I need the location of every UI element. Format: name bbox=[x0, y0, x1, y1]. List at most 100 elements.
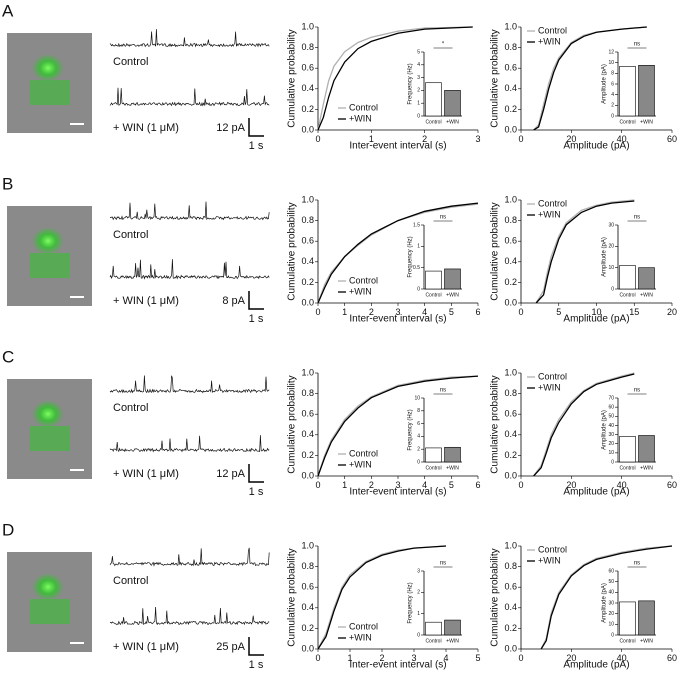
y-tick-label: 0 bbox=[417, 113, 420, 119]
x-tick-label: 0 bbox=[315, 134, 320, 144]
x-tick-label: 5 bbox=[556, 307, 561, 317]
y-tick-label: 1 bbox=[417, 244, 420, 250]
y-tick-label: 20 bbox=[608, 244, 614, 250]
y-tick-label: 0 bbox=[417, 286, 420, 292]
x-tick-label: Control bbox=[425, 292, 441, 298]
bar bbox=[638, 435, 655, 463]
x-axis-label: Inter-event interval (s) bbox=[349, 487, 446, 498]
x-tick-label: Control bbox=[619, 119, 635, 125]
x-tick-label: 6 bbox=[475, 307, 480, 317]
x-tick-label: 0 bbox=[518, 653, 523, 663]
x-axis-label: Amplitude (pA) bbox=[563, 487, 629, 498]
current-trace bbox=[109, 29, 270, 48]
y-tick-label: 20 bbox=[608, 611, 614, 617]
y-axis-label: Amplitude (pA) bbox=[602, 410, 608, 450]
bar bbox=[425, 270, 442, 290]
trace-label: + WIN (1 μM) bbox=[113, 468, 179, 480]
y-tick-label: 2 bbox=[417, 590, 420, 596]
y-tick-label: 0.0 bbox=[301, 643, 314, 653]
y-axis-label: Frequency (Hz) bbox=[408, 63, 414, 104]
x-tick-label: 3 bbox=[475, 134, 480, 144]
x-tick-label: 0 bbox=[518, 480, 523, 490]
scale-bar-x: 1 s bbox=[249, 486, 264, 498]
significance-label: ns bbox=[440, 215, 446, 221]
x-tick-label: 60 bbox=[667, 134, 677, 144]
x-tick-label: 2 bbox=[379, 653, 384, 663]
x-tick-label: 5 bbox=[449, 307, 454, 317]
legend-label: +WIN bbox=[538, 209, 561, 219]
y-tick-label: 1.0 bbox=[504, 21, 517, 31]
cdf-line bbox=[317, 202, 479, 304]
y-axis-label: Cumulative probability bbox=[287, 202, 298, 300]
x-tick-label: 0 bbox=[315, 480, 320, 490]
y-tick-label: 0.2 bbox=[504, 277, 517, 287]
legend-label: Control bbox=[538, 544, 567, 554]
x-tick-label: 20 bbox=[566, 134, 576, 144]
x-tick-label: Control bbox=[619, 638, 635, 644]
trace-label: Control bbox=[113, 575, 148, 587]
y-tick-label: 3 bbox=[417, 568, 420, 574]
x-tick-label: 1 bbox=[347, 653, 352, 663]
y-axis-label: Amplitude (pA) bbox=[602, 583, 608, 623]
y-tick-label: 0.2 bbox=[301, 623, 314, 633]
cdf-line bbox=[535, 200, 635, 304]
x-tick-label: +WIN bbox=[446, 119, 459, 125]
x-tick-label: 6 bbox=[475, 480, 480, 490]
y-tick-label: 0.6 bbox=[301, 236, 314, 246]
y-tick-label: 1.0 bbox=[504, 194, 517, 204]
cdf-line bbox=[317, 545, 447, 650]
bar bbox=[444, 619, 461, 636]
y-tick-label: 0.0 bbox=[504, 643, 517, 653]
x-tick-label: 10 bbox=[591, 307, 601, 317]
scale-bar-y: 12 pA bbox=[216, 122, 245, 134]
y-tick-label: 6 bbox=[611, 81, 614, 87]
y-tick-label: 2 bbox=[417, 88, 420, 94]
legend-label: +WIN bbox=[349, 459, 372, 469]
y-tick-label: 0.4 bbox=[504, 256, 517, 266]
x-tick-label: +WIN bbox=[640, 119, 653, 125]
y-tick-label: 0.4 bbox=[301, 429, 314, 439]
scale-bar-y: 8 pA bbox=[222, 295, 245, 307]
scale-bar-y: 25 pA bbox=[216, 641, 245, 653]
y-tick-label: 0.8 bbox=[301, 215, 314, 225]
panel-label: C bbox=[2, 347, 14, 366]
bar bbox=[638, 267, 655, 290]
y-tick-label: 2 bbox=[417, 447, 420, 453]
x-axis-label: Amplitude (pA) bbox=[563, 314, 629, 325]
bar bbox=[444, 90, 461, 117]
y-tick-label: 50 bbox=[608, 414, 614, 420]
scale-bar bbox=[248, 637, 264, 656]
y-tick-label: 8 bbox=[611, 71, 614, 77]
y-axis-label: Cumulative probability bbox=[287, 375, 298, 473]
x-tick-label: 0 bbox=[518, 307, 523, 317]
significance-label: ns bbox=[440, 388, 446, 394]
significance-label: ns bbox=[634, 561, 640, 567]
current-trace bbox=[109, 201, 270, 221]
x-tick-label: 3 bbox=[395, 480, 400, 490]
y-axis-label: Cumulative probability bbox=[490, 548, 501, 646]
cell-body bbox=[32, 227, 64, 255]
legend-label: Control bbox=[349, 448, 378, 458]
y-axis-label: Cumulative probability bbox=[490, 29, 501, 127]
x-tick-label: 1 bbox=[342, 307, 347, 317]
x-tick-label: 40 bbox=[617, 134, 627, 144]
y-tick-label: 4 bbox=[417, 62, 420, 68]
cdf-line bbox=[317, 375, 479, 477]
legend-label: +WIN bbox=[538, 382, 561, 392]
y-tick-label: 2 bbox=[611, 103, 614, 109]
x-tick-label: Control bbox=[425, 638, 441, 644]
y-tick-label: 0.0 bbox=[504, 297, 517, 307]
x-tick-label: 0 bbox=[518, 134, 523, 144]
y-tick-label: 10 bbox=[608, 60, 614, 66]
y-axis-label: Cumulative probability bbox=[490, 375, 501, 473]
y-tick-label: 0.8 bbox=[301, 388, 314, 398]
dendrite bbox=[30, 253, 70, 278]
y-tick-label: 1.5 bbox=[413, 222, 420, 228]
trace-label: + WIN (1 μM) bbox=[113, 295, 179, 307]
y-tick-label: 0.2 bbox=[504, 104, 517, 114]
x-tick-label: 20 bbox=[566, 480, 576, 490]
bar bbox=[444, 446, 461, 463]
y-tick-label: 0.8 bbox=[504, 215, 517, 225]
y-tick-label: 0.0 bbox=[301, 297, 314, 307]
